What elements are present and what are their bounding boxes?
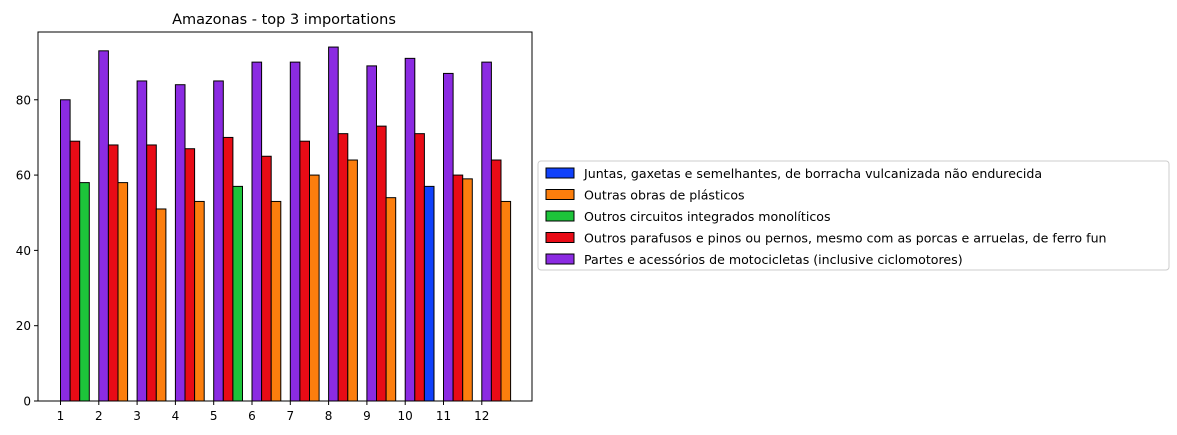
bar <box>232 185 243 402</box>
legend-frame <box>537 160 1170 271</box>
bar <box>404 57 416 402</box>
bar <box>500 200 512 402</box>
x-tick-label: 11 <box>436 409 451 423</box>
x-tick-label: 7 <box>286 409 294 423</box>
bar <box>462 178 473 402</box>
x-tick-label: 8 <box>325 409 333 423</box>
bars-layer <box>60 46 512 402</box>
bar <box>385 197 397 402</box>
bar <box>337 133 349 402</box>
plot-frame <box>37 31 533 402</box>
bar <box>452 174 464 402</box>
legend-label: Juntas, gaxetas e semelhantes, de borrac… <box>583 166 1042 181</box>
bar <box>60 99 71 402</box>
legend-label: Outras obras de plásticos <box>584 188 745 203</box>
bar <box>69 140 81 402</box>
bar <box>309 174 320 402</box>
y-tick-label: 80 <box>16 93 31 107</box>
x-tick-label: 4 <box>172 409 180 423</box>
bar <box>107 144 119 402</box>
bar <box>376 125 387 402</box>
y-tick-label: 20 <box>16 319 31 333</box>
bar <box>443 72 454 402</box>
legend-swatch <box>545 167 575 179</box>
legend-swatch <box>545 189 575 200</box>
bar <box>174 84 186 402</box>
bar <box>328 46 339 402</box>
x-tick-label: 3 <box>133 409 141 423</box>
legend-label: Outros parafusos e pinos ou pernos, mesm… <box>584 231 1107 246</box>
y-tick-label: 0 <box>23 395 31 409</box>
chart-title: Amazonas - top 3 importations <box>172 12 396 28</box>
bar <box>184 148 196 402</box>
bar <box>414 133 425 402</box>
bar <box>490 159 502 402</box>
x-tick-label: 9 <box>363 409 371 423</box>
bar <box>423 185 435 402</box>
x-axis: 1 2 3 4 5 6 7 8 9 10 11 12 <box>57 401 489 423</box>
x-tick-label: 12 <box>474 409 489 423</box>
x-tick-label: 10 <box>398 409 413 423</box>
bar <box>222 136 234 402</box>
x-tick-label: 1 <box>57 409 65 423</box>
legend: Juntas, gaxetas e semelhantes, de borrac… <box>537 160 1170 271</box>
legend-swatch <box>545 253 575 265</box>
y-axis: 0 20 40 60 80 <box>16 93 38 409</box>
legend-label: Partes e acessórios de motocicletas (inc… <box>584 252 963 267</box>
bar <box>289 61 301 402</box>
legend-swatch <box>545 210 575 222</box>
bar <box>213 80 224 402</box>
bar <box>347 159 358 402</box>
bar <box>366 65 377 402</box>
y-tick-label: 60 <box>16 169 31 183</box>
bar <box>251 61 263 402</box>
bar <box>146 144 157 402</box>
bar <box>136 80 148 402</box>
bar <box>299 140 310 402</box>
bar <box>98 50 109 402</box>
bar <box>261 155 272 402</box>
x-tick-label: 6 <box>248 409 256 423</box>
x-tick-label: 2 <box>95 409 103 423</box>
legend-label: Outros circuitos integrados monolíticos <box>584 209 831 224</box>
legend-swatch <box>545 232 575 243</box>
bar <box>79 182 90 402</box>
bar <box>194 200 205 402</box>
bar <box>481 61 492 402</box>
y-tick-label: 40 <box>16 244 31 258</box>
bar <box>155 208 167 402</box>
bar <box>117 182 129 402</box>
x-tick-label: 5 <box>210 409 218 423</box>
bar <box>270 200 282 402</box>
